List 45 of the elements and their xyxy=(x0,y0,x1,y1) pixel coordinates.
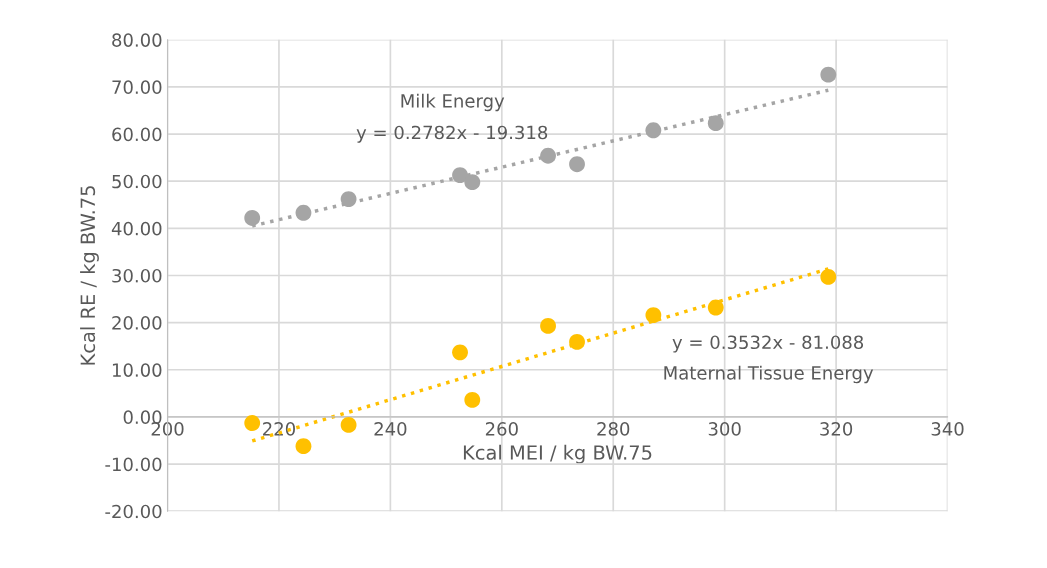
point xyxy=(340,417,357,433)
point xyxy=(707,299,724,316)
point xyxy=(569,334,585,350)
point xyxy=(540,318,556,334)
annotation: y = 0.3532x - 81.088 xyxy=(672,335,864,353)
y-tick-label: 40.00 xyxy=(111,221,162,236)
point xyxy=(707,115,724,132)
y-tick-label: 50.00 xyxy=(112,174,162,189)
annotation: y = 0.2782x - 19.318 xyxy=(356,125,548,143)
point xyxy=(540,147,556,164)
y-tick-label: 70.00 xyxy=(112,80,162,95)
point xyxy=(452,167,468,183)
annotation: Milk Energy xyxy=(401,93,505,112)
point xyxy=(464,392,481,408)
point xyxy=(645,307,662,323)
point xyxy=(820,268,837,285)
point xyxy=(569,156,585,173)
x-tick-label: 220 xyxy=(263,422,295,436)
y-tick-label: 30.00 xyxy=(112,268,162,283)
y-tick-label: 60.00 xyxy=(112,127,162,142)
point xyxy=(464,174,481,191)
y-tick-label: 20.00 xyxy=(112,316,162,330)
x-tick-label: 200 xyxy=(151,422,184,436)
point xyxy=(295,438,312,455)
point xyxy=(340,191,357,208)
point xyxy=(820,66,837,83)
x-tick-label: 260 xyxy=(485,422,518,436)
x-axis-title: Kcal MEI / kg BW.75 xyxy=(463,444,652,464)
y-tick-label: 10.00 xyxy=(112,363,162,377)
point xyxy=(244,210,261,226)
x-tick-label: 340 xyxy=(931,422,964,436)
annotation: Maternal Tissue Energy xyxy=(664,365,874,384)
point xyxy=(452,344,468,361)
y-tick-label: -10.00 xyxy=(105,457,162,472)
y-axis-title: Kcal RE / kg BW.75 xyxy=(80,186,99,365)
x-tick-label: 320 xyxy=(820,422,853,436)
y-tick-label: -20.00 xyxy=(105,504,162,519)
point xyxy=(295,204,312,221)
point xyxy=(645,122,662,139)
y-tick-label: 80.00 xyxy=(112,33,162,47)
y-tick-label: 0.00 xyxy=(123,410,162,425)
x-tick-label: 280 xyxy=(597,422,630,436)
x-tick-label: 300 xyxy=(708,422,741,436)
x-tick-label: 240 xyxy=(374,422,407,436)
point xyxy=(244,415,261,431)
